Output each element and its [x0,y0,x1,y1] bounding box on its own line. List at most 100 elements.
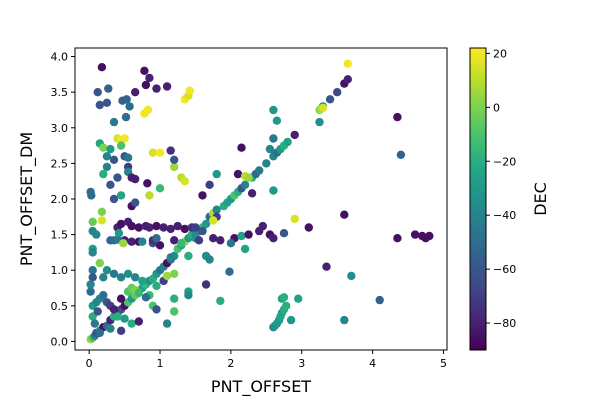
scatter-point-117 [131,198,140,207]
scatter-point-125 [95,258,105,268]
colorbar-ticks: 20 0 −20 −40 −60 −80 [486,47,516,330]
scatter-point-165 [393,234,402,243]
scatter-point-90 [99,143,108,152]
scatter-point-61 [343,59,352,68]
scatter-point-241 [138,237,147,246]
colorbar-tick-label-5: −80 [493,317,516,330]
y-tick-label-2: 1.0 [51,264,69,277]
scatter-point-54 [290,130,299,140]
scatter-point-93 [109,155,119,164]
colorbar-tick-label-4: −60 [493,263,516,276]
scatter-point-135 [152,221,161,231]
scatter-point-57 [325,95,335,104]
scatter-point-193 [205,255,214,264]
scatter-point-186 [258,221,267,231]
y-tick-label-5: 2.5 [51,157,69,170]
scatter-point-201 [162,319,172,328]
scatter-point-265 [294,294,303,303]
scatter-point-217 [99,273,108,282]
scatter-point-138 [173,221,182,231]
scatter-point-221 [123,269,133,278]
scatter-point-189 [212,169,221,179]
scatter-point-109 [131,174,140,184]
colorbar-tick-label-1: 0 [493,101,500,114]
scatter-point-97 [148,148,158,157]
scatter-point-66 [95,100,105,110]
scatter-point-154 [216,236,225,245]
scatter-point-110 [143,179,152,188]
scatter-point-174 [340,315,349,325]
y-axis-label: PNT_OFFSET_DM [17,132,37,266]
scatter-point-132 [134,223,143,232]
scatter-point-92 [106,144,115,154]
scatter-point-199 [170,294,179,303]
scatter-point-261 [282,301,291,310]
x-tick-label-0: 0 [86,357,93,370]
y-tick-label-3: 1.5 [51,229,69,242]
scatter-point-206 [198,191,207,200]
scatter-point-149 [170,236,179,245]
colorbar [469,47,487,351]
scatter-point-208 [209,216,218,225]
scatter-point-246 [155,184,165,193]
x-tick-label-3: 3 [298,357,305,370]
scatter-point-161 [279,229,289,238]
scatter-point-67 [102,98,112,108]
scatter-point-204 [184,251,193,261]
scatter-point-74 [131,88,140,97]
scatter-point-205 [191,223,200,232]
scatter-point-188 [226,239,236,248]
y-tick-label-0: 0.0 [51,335,69,348]
scatter-point-233 [95,328,105,338]
scatter-point-249 [170,269,179,278]
scatter-point-207 [205,180,214,189]
y-tick-label-7: 3.5 [51,86,69,99]
scatter-point-245 [119,239,128,248]
scatter-point-129 [116,219,126,229]
x-tick-label-1: 1 [157,357,164,370]
scatter-point-253 [134,288,143,298]
scatter-point-187 [240,244,250,254]
colorbar-tick-label-3: −40 [493,209,516,222]
scatter-point-240 [141,293,151,302]
scatter-point-173 [347,271,356,281]
x-tick-label-5: 5 [440,357,447,370]
scatter-point-176 [269,105,278,115]
scatter-point-134 [145,223,154,232]
scatter-point-113 [87,191,96,200]
scatter-point-180 [269,186,278,195]
scatter-point-182 [233,169,243,179]
scatter-point-224 [152,281,161,291]
scatter-point-84 [185,86,194,95]
scatter-point-198 [184,291,193,300]
scatter-point-111 [106,180,115,189]
scatter-point-87 [120,134,129,143]
scatter-point-239 [86,280,95,289]
scatter-point-62 [315,117,324,127]
scatter-point-68 [104,84,113,93]
colorbar-tick-label-0: 20 [493,47,507,60]
scatter-point-178 [269,134,278,143]
scatter-point-220 [116,273,126,282]
x-tick-label-4: 4 [369,357,376,370]
scatter-point-53 [283,137,292,147]
scatter-point-247 [145,191,154,200]
scatter-point-120 [97,216,107,225]
scatter-point-98 [155,148,165,157]
scatter-point-77 [145,73,154,83]
scatter-point-195 [216,296,225,306]
scatter-point-148 [155,241,165,250]
scatter-point-248 [162,271,172,281]
scatter-point-124 [88,248,97,257]
scatter-point-76 [141,80,151,90]
scatter-point-118 [97,207,107,216]
scatter-point-119 [88,217,97,226]
scatter-point-171 [396,150,406,159]
scatter-point-60 [343,75,352,84]
scatter-point-81 [143,105,153,115]
scatter-point-73 [121,112,131,122]
scatter-point-175 [322,262,331,271]
scatter-point-181 [237,143,246,152]
scatter-point-212 [99,291,108,300]
scatter-point-194 [225,267,234,276]
